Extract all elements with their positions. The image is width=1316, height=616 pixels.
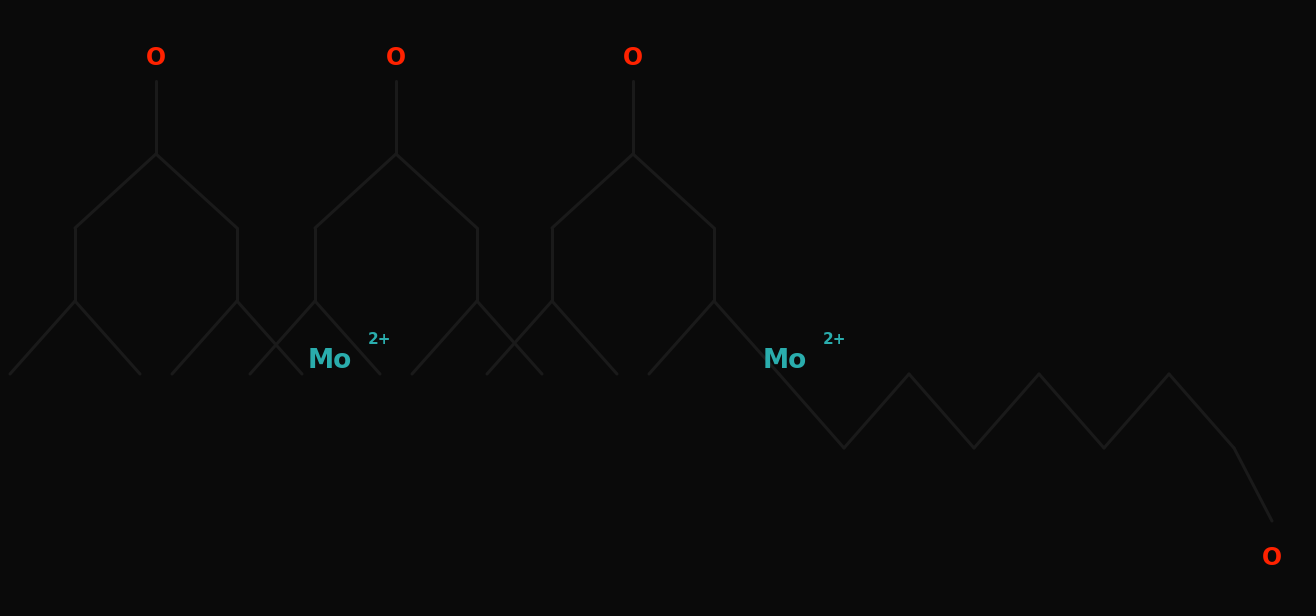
Text: 2+: 2+ [822, 331, 846, 346]
Text: O: O [1262, 546, 1282, 570]
Text: 2+: 2+ [368, 331, 391, 346]
Text: O: O [386, 46, 407, 70]
Text: Mo: Mo [308, 348, 353, 374]
Text: O: O [622, 46, 644, 70]
Text: Mo: Mo [763, 348, 807, 374]
Text: O: O [146, 46, 166, 70]
